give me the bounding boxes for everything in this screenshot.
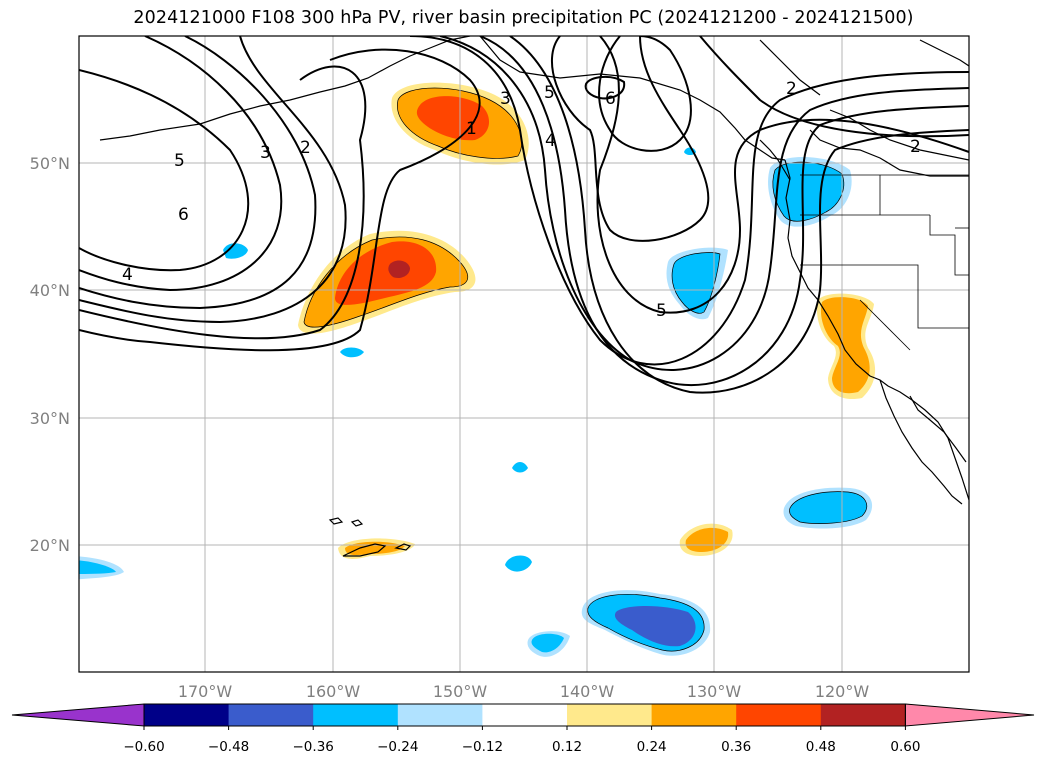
- anomaly-california-orange: [820, 297, 870, 394]
- anomaly-offcoast-skyblue: [672, 252, 720, 314]
- contour-label: 5: [656, 301, 667, 321]
- contour-labels: 1 2 3 4 5 6 2 3 4 5 6 5 2: [122, 79, 921, 321]
- colorbar-tick-label: 0.12: [552, 739, 582, 755]
- anomaly-baja-skyblue: [789, 491, 867, 524]
- contour-label: 6: [178, 205, 189, 225]
- colorbar: −0.60 −0.48 −0.36 −0.24 −0.12 0.12 0.24 0.36 0.4…: [11, 703, 1035, 755]
- lon-tick-label: 160°W: [306, 682, 361, 701]
- colorbar-segment: [397, 704, 483, 726]
- colorbar-extend-max: [904, 703, 1035, 727]
- pv-contour-l: [551, 36, 710, 242]
- lat-tick-labels: 50°N 40°N 30°N 20°N: [30, 154, 70, 555]
- contour-label: 2: [786, 79, 797, 99]
- colorbar-segment: [736, 704, 822, 726]
- colorbar-segment: [651, 704, 737, 726]
- anomaly-small-5b: [531, 633, 564, 653]
- lon-tick-label: 150°W: [433, 682, 488, 701]
- pv-contour-m: [598, 36, 692, 152]
- lat-tick-label: 20°N: [30, 536, 70, 555]
- colorbar-tick-label: 0.36: [721, 739, 751, 755]
- gridlines: [79, 36, 969, 672]
- pv-contour-o: [699, 36, 969, 138]
- pv-contour-n: [584, 76, 626, 100]
- colorbar-tick-label: 0.60: [890, 739, 920, 755]
- pv-contour-c: [79, 36, 317, 310]
- colorbar-tick-label: −0.24: [377, 739, 418, 755]
- pv-contours: [79, 36, 969, 394]
- anomaly-central-pacific-darkred: [388, 260, 410, 278]
- colorbar-tick-label: 0.24: [637, 739, 667, 755]
- contour-label: 2: [910, 137, 921, 157]
- colorbar-extend-min: [11, 703, 145, 727]
- colorbar-segment: [567, 704, 653, 726]
- contour-label: 2: [300, 138, 311, 158]
- anomaly-small-1: [223, 243, 248, 259]
- lat-tick-label: 30°N: [30, 409, 70, 428]
- map-frame: [78, 35, 970, 673]
- contour-label: 4: [122, 265, 133, 285]
- pv-contour-d: [79, 36, 347, 324]
- colorbar-tick-label: −0.48: [208, 739, 249, 755]
- contour-label: 1: [466, 119, 477, 139]
- borders: [800, 174, 969, 351]
- pv-contour-h: [439, 36, 969, 371]
- colorbar-tick-label: −0.60: [123, 739, 164, 755]
- anomaly-gulf-alaska-red: [416, 96, 490, 141]
- pv-contour-e: [79, 65, 367, 340]
- shading-outlines: [303, 87, 868, 652]
- colorbar-tick-label: 0.48: [806, 739, 836, 755]
- anomaly-small-4: [505, 555, 532, 572]
- contour-label: 3: [500, 89, 511, 109]
- anomaly-small-2: [340, 347, 364, 358]
- anomaly-central-pacific-red: [335, 241, 437, 305]
- colorbar-outline: [143, 703, 906, 727]
- anomaly-tropical-royalblue: [614, 606, 696, 647]
- lon-tick-labels: 170°W 160°W 150°W 140°W 130°W 120°W: [178, 682, 870, 701]
- anomaly-small-3: [512, 462, 528, 473]
- pv-contour-a: [79, 69, 250, 272]
- colorbar-tick-label: −0.36: [293, 739, 334, 755]
- colorbar-segment: [228, 704, 314, 726]
- lon-tick-label: 130°W: [687, 682, 742, 701]
- pv-contour-k: [596, 36, 969, 314]
- colorbar-segment: [313, 704, 399, 726]
- anomaly-subtropic-orange: [685, 527, 729, 552]
- lon-tick-label: 170°W: [178, 682, 233, 701]
- pv-contour-b: [79, 36, 283, 292]
- colorbar-segment: [820, 704, 906, 726]
- lat-tick-label: 50°N: [30, 154, 70, 173]
- precip-shading: [79, 82, 876, 657]
- pv-contour-g: [409, 36, 969, 366]
- pv-contour-i: [479, 36, 969, 386]
- anomaly-west-edge-b: [79, 560, 116, 574]
- lon-tick-label: 140°W: [560, 682, 615, 701]
- colorbar-tick-label: −0.12: [462, 739, 503, 755]
- contour-label: 6: [605, 89, 616, 109]
- anomaly-pnw-skyblue: [772, 162, 844, 222]
- map-title: 2024121000 F108 300 hPa PV, river basin …: [133, 8, 914, 28]
- contour-label: 5: [174, 151, 185, 171]
- contour-label: 4: [545, 131, 556, 151]
- lat-tick-label: 40°N: [30, 281, 70, 300]
- colorbar-segment: [482, 704, 568, 726]
- lon-tick-label: 120°W: [815, 682, 870, 701]
- colorbar-segment: [144, 704, 230, 726]
- pv-contour-j: [509, 36, 969, 394]
- pv-contour-f: [79, 48, 481, 352]
- contour-label: 3: [260, 143, 271, 163]
- contour-label: 5: [544, 83, 555, 103]
